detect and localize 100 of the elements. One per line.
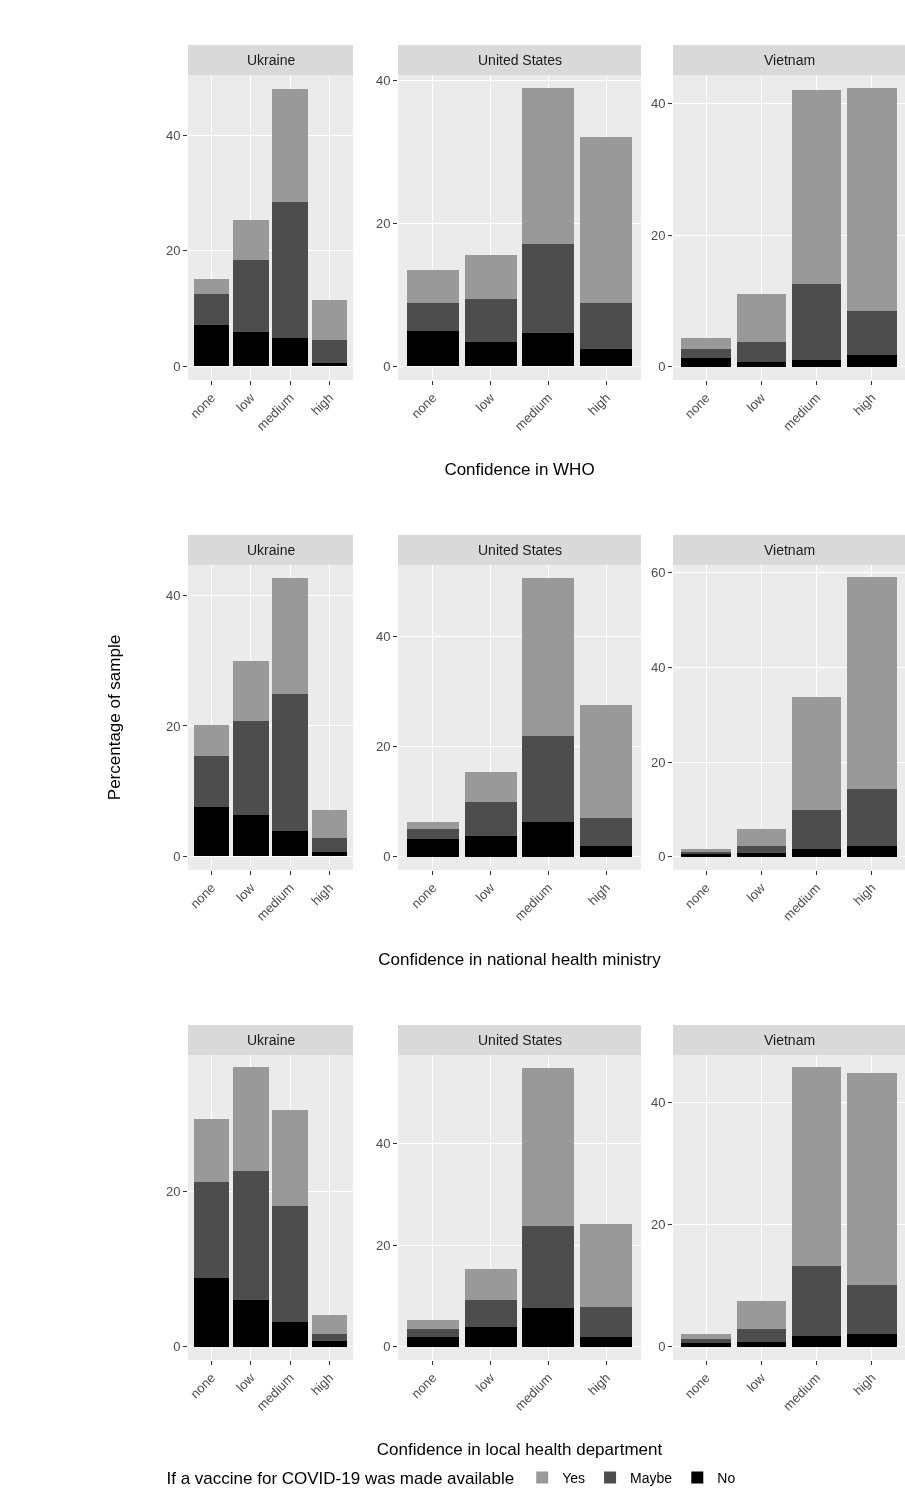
legend-label: Maybe — [630, 1470, 673, 1487]
bar — [522, 735, 575, 822]
chart-title: Vietnam — [764, 52, 816, 68]
bar — [406, 828, 459, 839]
x-tick-label: high — [308, 1370, 337, 1399]
bar — [464, 801, 517, 836]
bar — [406, 821, 459, 829]
y-tick-label: 40 — [650, 659, 666, 675]
bar — [233, 660, 269, 721]
bar — [522, 1226, 575, 1309]
y-tick-label: 20 — [650, 1217, 666, 1233]
x-axis-title: Confidence in WHO — [444, 459, 595, 479]
bar — [522, 1308, 575, 1347]
x-tick-label: low — [472, 389, 498, 415]
bar — [233, 1171, 269, 1301]
bar — [736, 342, 787, 362]
bar — [272, 337, 308, 367]
bar — [580, 1336, 633, 1347]
bar — [580, 704, 633, 819]
bar — [272, 88, 308, 202]
bar — [847, 1284, 897, 1334]
bar — [311, 339, 348, 363]
bar — [406, 1329, 459, 1337]
bar — [233, 260, 269, 333]
bar — [193, 806, 230, 857]
bar — [233, 815, 269, 857]
bar — [681, 1333, 731, 1339]
bar — [681, 1338, 731, 1343]
bar — [580, 303, 633, 350]
bar — [736, 1342, 787, 1347]
y-tick-label: 20 — [165, 1184, 181, 1200]
bar — [464, 299, 517, 343]
x-tick-label: high — [585, 390, 614, 419]
x-tick-label: high — [308, 390, 337, 419]
bar — [791, 1067, 842, 1267]
bar — [193, 324, 230, 367]
bar — [522, 1067, 575, 1227]
bar — [736, 361, 787, 367]
bar — [522, 87, 575, 244]
bar — [847, 846, 897, 857]
x-tick-label: low — [743, 1369, 769, 1395]
chart-title: United States — [478, 52, 563, 68]
y-tick-label: 60 — [650, 565, 666, 581]
bar — [272, 830, 308, 857]
bar — [272, 201, 308, 338]
bar — [464, 835, 517, 857]
x-tick-label: high — [850, 390, 879, 419]
bar — [791, 810, 842, 849]
bar — [681, 337, 731, 350]
bar — [272, 694, 308, 831]
bar — [233, 1067, 269, 1172]
bar — [406, 838, 459, 857]
bar — [580, 349, 633, 367]
bar — [311, 299, 348, 340]
bar — [193, 1182, 230, 1278]
bar — [681, 349, 731, 358]
bar — [233, 220, 269, 261]
bar — [736, 1301, 787, 1329]
bar — [522, 578, 575, 736]
bar — [681, 1342, 731, 1347]
y-tick-label: 40 — [650, 1095, 666, 1111]
bar — [193, 724, 230, 756]
bar — [193, 1277, 230, 1347]
bar — [406, 1319, 459, 1330]
x-tick-label: high — [308, 880, 337, 909]
legend-label: No — [717, 1470, 736, 1487]
chart-title: Ukraine — [247, 1032, 296, 1048]
bar — [580, 818, 633, 847]
bar — [847, 88, 897, 311]
x-axis-title: Confidence in national health ministry — [378, 949, 662, 969]
x-tick-label: low — [233, 879, 258, 905]
chart-title: Vietnam — [764, 1032, 816, 1048]
chart-title: United States — [478, 1032, 563, 1048]
bar — [791, 848, 842, 857]
bar — [681, 357, 731, 367]
bar — [580, 846, 633, 857]
y-tick-label: 0 — [658, 1339, 666, 1355]
bar — [272, 1321, 308, 1347]
bar — [233, 1300, 269, 1347]
x-tick-label: low — [233, 389, 258, 415]
x-axis-title: Confidence in local health department — [376, 1439, 663, 1459]
bar — [736, 293, 787, 343]
y-tick-label: 20 — [165, 243, 181, 259]
bar — [406, 303, 459, 332]
bar — [791, 1335, 842, 1347]
y-tick-label: 20 — [375, 739, 391, 755]
bar — [311, 810, 348, 839]
y-axis-title: Percentage of sample — [105, 634, 125, 801]
y-tick-label: 40 — [165, 588, 181, 604]
y-tick-label: 40 — [375, 72, 391, 88]
bar — [464, 342, 517, 367]
bar — [464, 255, 517, 300]
bar — [736, 852, 787, 857]
x-tick-label: high — [850, 1370, 879, 1399]
bar — [580, 137, 633, 304]
bar — [736, 1328, 787, 1343]
chart-title: Ukraine — [247, 52, 296, 68]
bar — [311, 1314, 348, 1334]
y-tick-label: 0 — [383, 1339, 391, 1355]
bar — [847, 310, 897, 355]
